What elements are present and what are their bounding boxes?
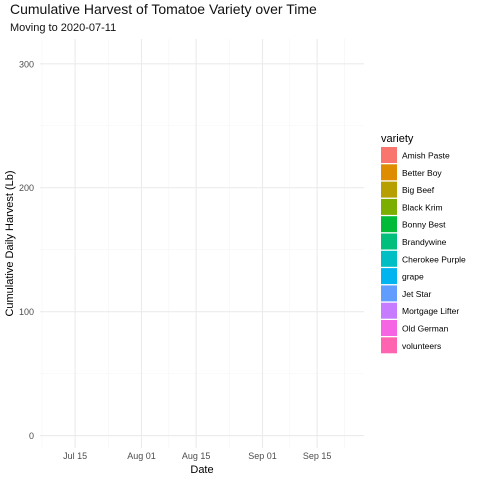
legend-swatch xyxy=(381,268,397,285)
legend-label: Jet Star xyxy=(402,289,431,299)
legend-label: Better Boy xyxy=(402,168,442,178)
legend-label: Amish Paste xyxy=(402,151,450,161)
legend-label: Bonny Best xyxy=(402,220,446,230)
x-tick-label: Jul 15 xyxy=(63,451,87,461)
x-tick-label: Sep 15 xyxy=(303,451,332,461)
chart-subtitle: Moving to 2020-07-11 xyxy=(10,22,117,34)
legend-label: Brandywine xyxy=(402,237,447,247)
x-tick-label: Aug 15 xyxy=(182,451,211,461)
legend-label: Cherokee Purple xyxy=(402,254,466,264)
legend-swatch xyxy=(381,320,397,336)
y-axis-title: Cumulative Daily Harvest (Lb) xyxy=(4,170,16,316)
legend-label: Mortgage Lifter xyxy=(402,306,459,316)
x-tick-label: Aug 01 xyxy=(127,451,156,461)
legend-swatch xyxy=(381,147,397,163)
legend-label: volunteers xyxy=(402,341,441,351)
y-tick-label: 300 xyxy=(19,59,34,69)
x-tick-label: Sep 01 xyxy=(248,451,277,461)
legend-swatch xyxy=(381,216,397,233)
chart-title: Cumulative Harvest of Tomatoe Variety ov… xyxy=(10,1,317,17)
y-tick-label: 200 xyxy=(19,183,34,193)
legend-label: grape xyxy=(402,272,424,282)
legend-swatch xyxy=(381,198,397,215)
legend-label: Old German xyxy=(402,324,449,334)
legend-swatch xyxy=(381,181,397,198)
legend-swatch xyxy=(381,337,397,354)
legend-title: variety xyxy=(381,133,414,145)
legend-swatch xyxy=(381,164,397,181)
legend-label: Big Beef xyxy=(402,185,435,195)
legend-swatch xyxy=(381,250,397,267)
x-axis-title: Date xyxy=(190,464,213,476)
legend-swatch xyxy=(381,302,397,319)
y-tick-label: 0 xyxy=(29,431,34,441)
legend-label: Black Krim xyxy=(402,202,443,212)
y-tick-label: 100 xyxy=(19,307,34,317)
legend-swatch xyxy=(381,233,397,250)
legend-swatch xyxy=(381,285,397,302)
